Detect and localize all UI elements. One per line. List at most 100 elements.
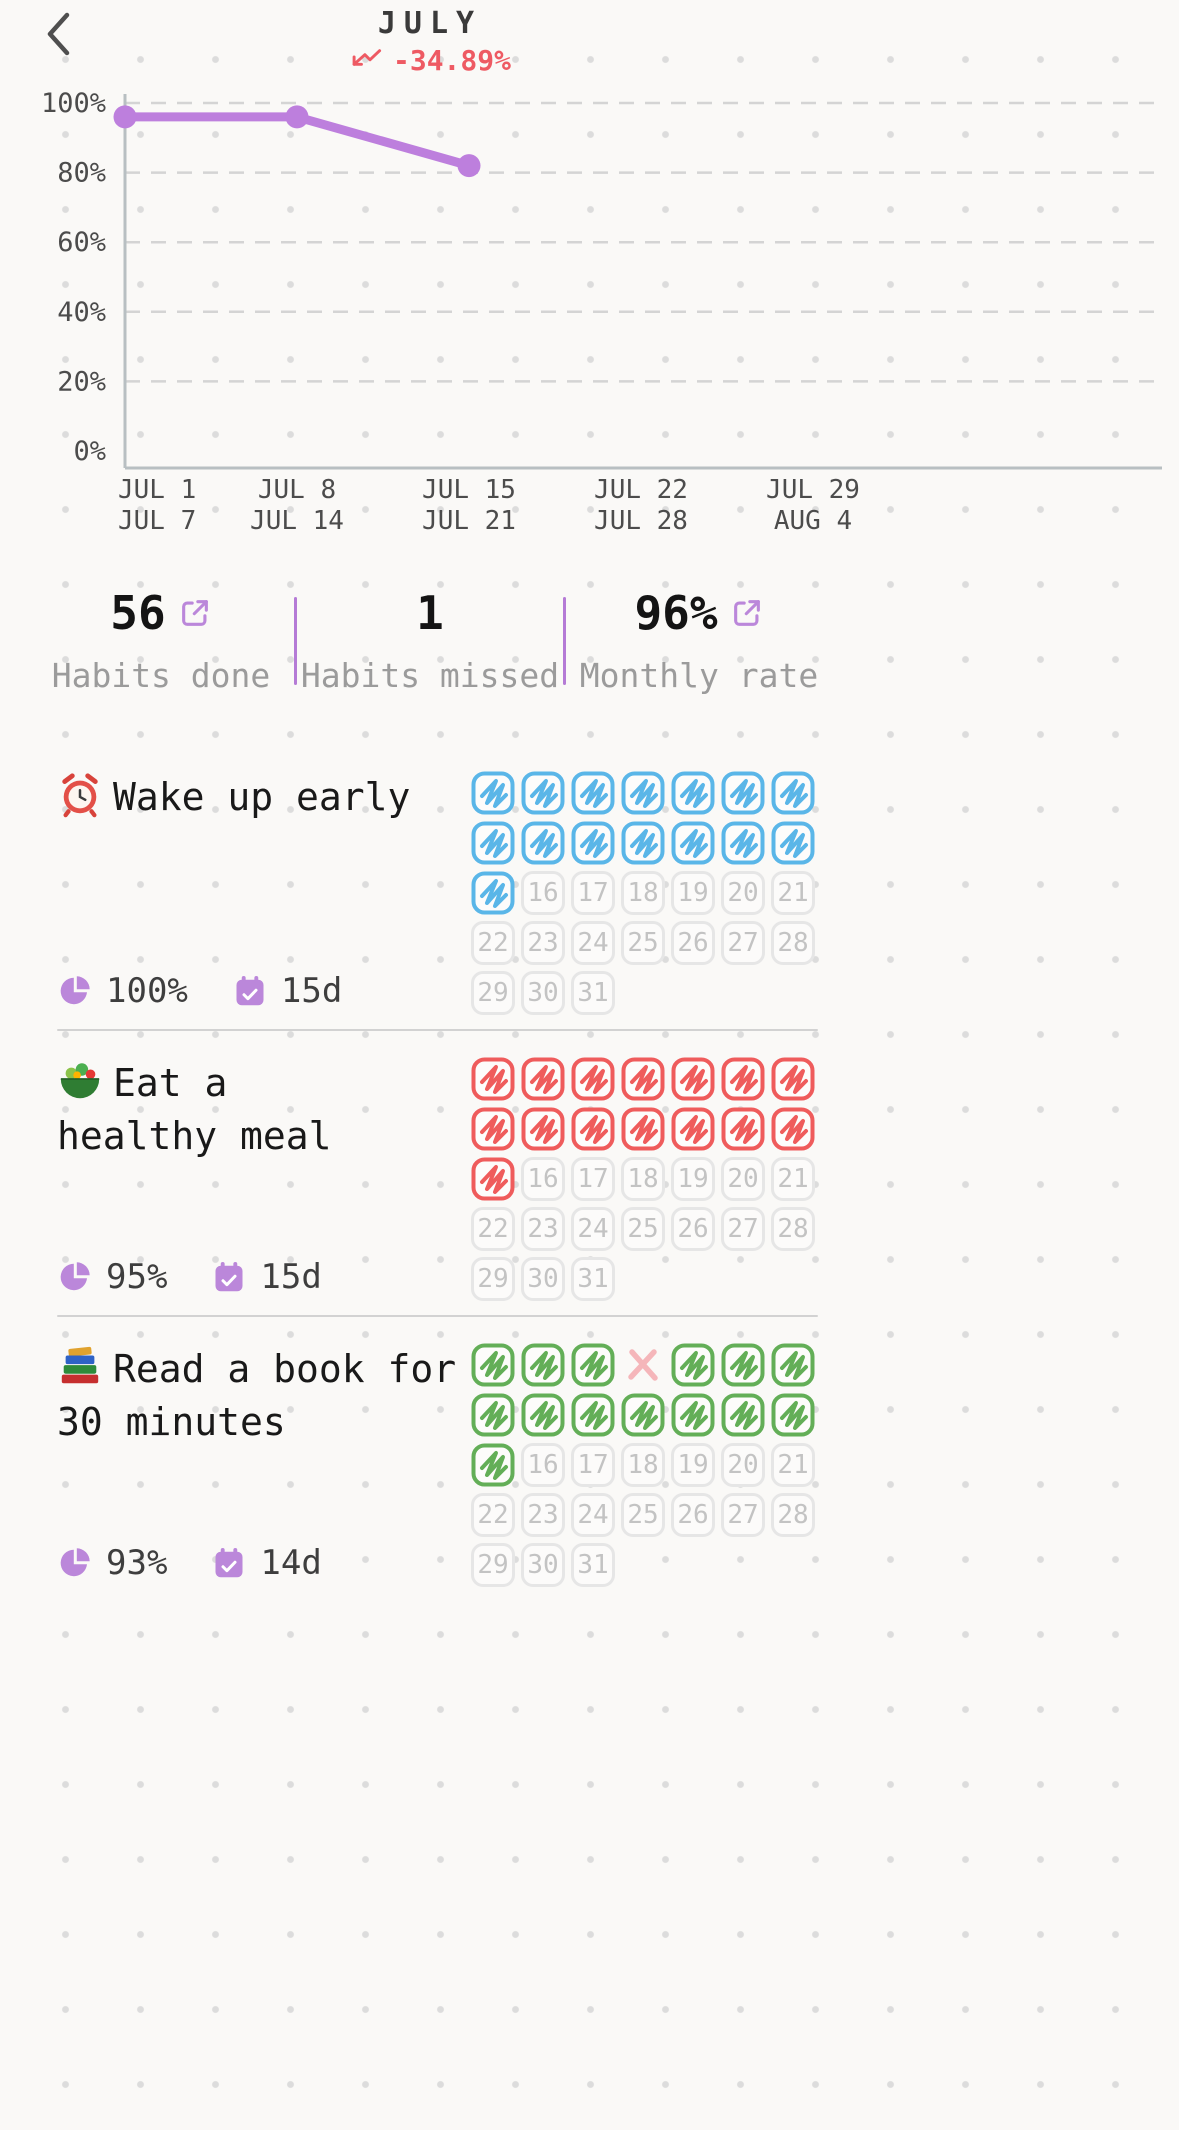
- day-cell-21[interactable]: 21: [771, 1443, 815, 1487]
- day-cell-done-6[interactable]: [721, 1343, 765, 1387]
- day-cell-25[interactable]: 25: [621, 1207, 665, 1251]
- day-cell-24[interactable]: 24: [571, 1493, 615, 1537]
- day-cell-missed-4[interactable]: [621, 1343, 665, 1387]
- day-cell-19[interactable]: 19: [671, 1157, 715, 1201]
- day-cell-29[interactable]: 29: [471, 1543, 515, 1587]
- day-cell-23[interactable]: 23: [521, 1207, 565, 1251]
- day-cell-31[interactable]: 31: [571, 1543, 615, 1587]
- day-cell-done-14[interactable]: [771, 821, 815, 865]
- day-cell-done-2[interactable]: [521, 1057, 565, 1101]
- day-cell-28[interactable]: 28: [771, 921, 815, 965]
- day-cell-done-3[interactable]: [571, 771, 615, 815]
- day-cell-done-3[interactable]: [571, 1343, 615, 1387]
- day-cell-16[interactable]: 16: [521, 871, 565, 915]
- day-cell-done-2[interactable]: [521, 771, 565, 815]
- day-cell-16[interactable]: 16: [521, 1443, 565, 1487]
- day-cell-24[interactable]: 24: [571, 921, 615, 965]
- day-cell-done-6[interactable]: [721, 1057, 765, 1101]
- day-cell-done-9[interactable]: [521, 821, 565, 865]
- day-cell-31[interactable]: 31: [571, 1257, 615, 1301]
- day-cell-30[interactable]: 30: [521, 971, 565, 1015]
- day-cell-done-13[interactable]: [721, 821, 765, 865]
- day-cell-done-4[interactable]: [621, 771, 665, 815]
- day-cell-done-14[interactable]: [771, 1393, 815, 1437]
- day-cell-done-15[interactable]: [471, 1157, 515, 1201]
- day-cell-27[interactable]: 27: [721, 1493, 765, 1537]
- day-cell-done-8[interactable]: [471, 821, 515, 865]
- day-cell-31[interactable]: 31: [571, 971, 615, 1015]
- day-cell-30[interactable]: 30: [521, 1543, 565, 1587]
- day-cell-done-10[interactable]: [571, 1393, 615, 1437]
- day-cell-21[interactable]: 21: [771, 1157, 815, 1201]
- day-cell-18[interactable]: 18: [621, 871, 665, 915]
- day-cell-27[interactable]: 27: [721, 921, 765, 965]
- day-cell-23[interactable]: 23: [521, 1493, 565, 1537]
- day-cell-done-12[interactable]: [671, 821, 715, 865]
- day-cell-20[interactable]: 20: [721, 1443, 765, 1487]
- day-cell-done-9[interactable]: [521, 1107, 565, 1151]
- day-cell-done-7[interactable]: [771, 771, 815, 815]
- day-cell-done-10[interactable]: [571, 821, 615, 865]
- day-cell-done-12[interactable]: [671, 1107, 715, 1151]
- day-cell-done-15[interactable]: [471, 871, 515, 915]
- day-cell-17[interactable]: 17: [571, 871, 615, 915]
- day-cell-22[interactable]: 22: [471, 921, 515, 965]
- day-cell-20[interactable]: 20: [721, 1157, 765, 1201]
- day-cell-28[interactable]: 28: [771, 1493, 815, 1537]
- day-cell-done-3[interactable]: [571, 1057, 615, 1101]
- day-cell-23[interactable]: 23: [521, 921, 565, 965]
- day-cell-30[interactable]: 30: [521, 1257, 565, 1301]
- day-cell-22[interactable]: 22: [471, 1493, 515, 1537]
- day-cell-22[interactable]: 22: [471, 1207, 515, 1251]
- day-cell-done-11[interactable]: [621, 821, 665, 865]
- day-cell-25[interactable]: 25: [621, 921, 665, 965]
- day-cell-done-6[interactable]: [721, 771, 765, 815]
- day-cell-17[interactable]: 17: [571, 1157, 615, 1201]
- day-cell-25[interactable]: 25: [621, 1493, 665, 1537]
- day-cell-17[interactable]: 17: [571, 1443, 615, 1487]
- day-cell-21[interactable]: 21: [771, 871, 815, 915]
- day-cell-done-10[interactable]: [571, 1107, 615, 1151]
- day-cell-done-9[interactable]: [521, 1393, 565, 1437]
- day-cell-18[interactable]: 18: [621, 1443, 665, 1487]
- day-cell-done-8[interactable]: [471, 1107, 515, 1151]
- day-cell-done-7[interactable]: [771, 1057, 815, 1101]
- day-cell-16[interactable]: 16: [521, 1157, 565, 1201]
- day-cell-29[interactable]: 29: [471, 971, 515, 1015]
- external-link-icon[interactable]: [178, 596, 212, 630]
- day-cell-18[interactable]: 18: [621, 1157, 665, 1201]
- habit-card-eat-a-healthy-meal[interactable]: Eat a healthy meal 95% 15d 16 17 18 19 20 21 22 23 2…: [0, 1031, 860, 1315]
- day-cell-done-13[interactable]: [721, 1107, 765, 1151]
- external-link-icon[interactable]: [730, 596, 764, 630]
- day-cell-19[interactable]: 19: [671, 1443, 715, 1487]
- day-cell-done-2[interactable]: [521, 1343, 565, 1387]
- habit-card-read-a-book-for-30-minutes[interactable]: Read a book for 30 minutes 93% 14d 16 17 18 19 2…: [0, 1317, 860, 1601]
- day-cell-done-5[interactable]: [671, 771, 715, 815]
- day-cell-done-5[interactable]: [671, 1343, 715, 1387]
- habit-days-value: 15d: [280, 971, 343, 1011]
- back-button[interactable]: [30, 8, 86, 64]
- day-cell-27[interactable]: 27: [721, 1207, 765, 1251]
- day-cell-done-5[interactable]: [671, 1057, 715, 1101]
- day-cell-done-7[interactable]: [771, 1343, 815, 1387]
- day-cell-26[interactable]: 26: [671, 1207, 715, 1251]
- day-cell-28[interactable]: 28: [771, 1207, 815, 1251]
- day-cell-done-11[interactable]: [621, 1107, 665, 1151]
- day-cell-done-14[interactable]: [771, 1107, 815, 1151]
- day-cell-done-15[interactable]: [471, 1443, 515, 1487]
- day-cell-26[interactable]: 26: [671, 921, 715, 965]
- day-cell-done-12[interactable]: [671, 1393, 715, 1437]
- day-cell-done-13[interactable]: [721, 1393, 765, 1437]
- day-cell-done-8[interactable]: [471, 1393, 515, 1437]
- day-cell-done-4[interactable]: [621, 1057, 665, 1101]
- day-cell-20[interactable]: 20: [721, 871, 765, 915]
- day-cell-done-1[interactable]: [471, 1343, 515, 1387]
- habit-card-wake-up-early[interactable]: Wake up early 100% 15d 16 17 18 19 20 21 22 23 24 25…: [0, 755, 860, 1029]
- day-cell-done-11[interactable]: [621, 1393, 665, 1437]
- day-cell-24[interactable]: 24: [571, 1207, 615, 1251]
- day-cell-19[interactable]: 19: [671, 871, 715, 915]
- day-cell-done-1[interactable]: [471, 771, 515, 815]
- day-cell-done-1[interactable]: [471, 1057, 515, 1101]
- day-cell-29[interactable]: 29: [471, 1257, 515, 1301]
- day-cell-26[interactable]: 26: [671, 1493, 715, 1537]
